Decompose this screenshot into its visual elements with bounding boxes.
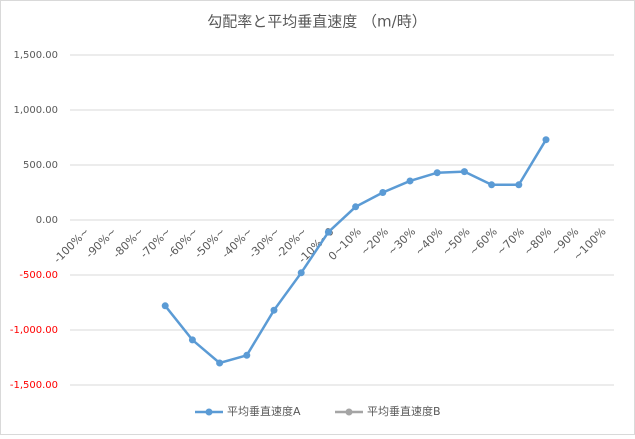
y-tick-label: -1,000.00 <box>10 325 58 336</box>
data-point <box>216 359 224 367</box>
legend-label: 平均垂直速度A <box>227 404 301 418</box>
data-point <box>188 336 196 344</box>
legend-marker <box>345 408 353 416</box>
data-point <box>161 302 169 310</box>
legend-label: 平均垂直速度B <box>367 404 441 418</box>
data-point <box>243 351 251 359</box>
y-tick-label: -500.00 <box>19 270 58 281</box>
data-point <box>460 168 468 176</box>
y-tick-label: 500.00 <box>23 160 58 171</box>
y-tick-label: 0.00 <box>36 215 58 226</box>
chart-title: 勾配率と平均垂直速度 （m/時） <box>207 13 426 31</box>
data-point <box>515 181 523 189</box>
y-tick-label: 1,000.00 <box>13 105 58 116</box>
data-point <box>324 228 332 236</box>
data-point <box>270 306 278 314</box>
data-point <box>488 181 496 189</box>
data-point <box>433 169 441 177</box>
data-point <box>379 189 387 196</box>
y-tick-label: -1,500.00 <box>10 380 58 391</box>
data-point <box>542 136 550 144</box>
legend-marker <box>205 408 213 416</box>
data-point <box>352 203 360 211</box>
data-point <box>297 269 305 277</box>
y-tick-label: 1,500.00 <box>13 50 58 61</box>
data-point <box>406 177 414 185</box>
